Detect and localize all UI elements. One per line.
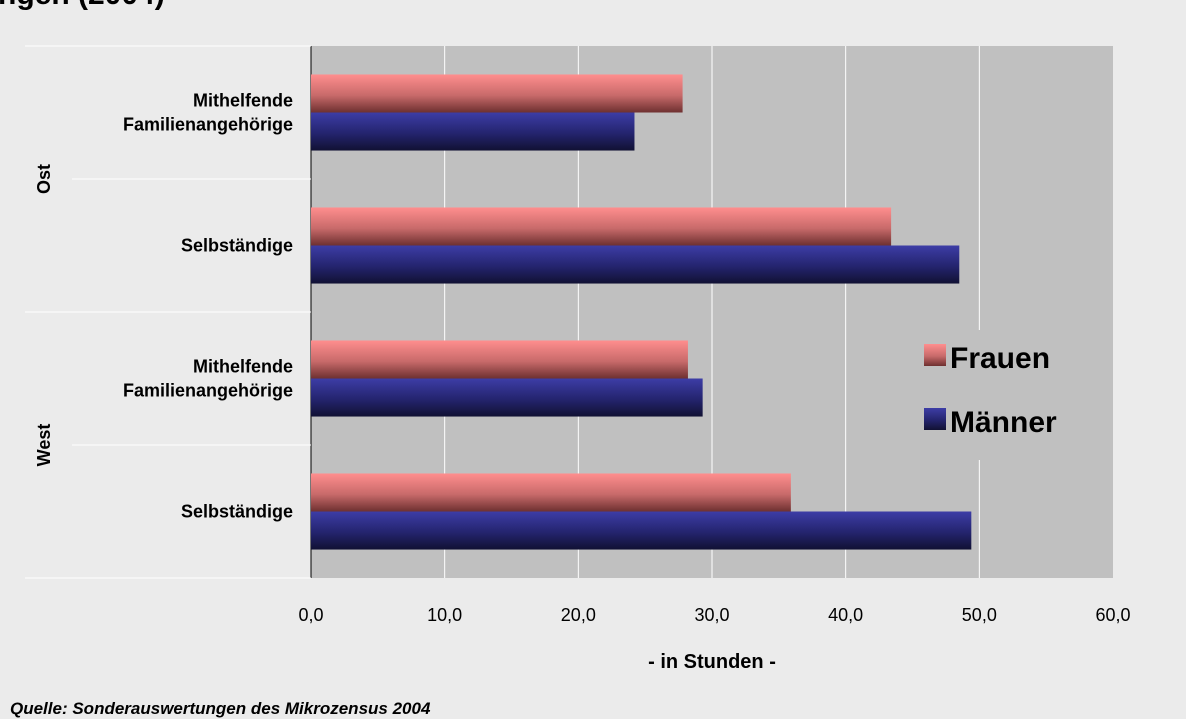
x-tick-label: 60,0 bbox=[1095, 605, 1130, 625]
x-tick-label: 0,0 bbox=[298, 605, 323, 625]
bar-maenner bbox=[311, 112, 635, 151]
group-label: West bbox=[34, 424, 54, 467]
category-label: Familienangehörige bbox=[123, 115, 293, 135]
group-label: Ost bbox=[34, 164, 54, 194]
bar-maenner bbox=[311, 245, 960, 284]
bar-frauen bbox=[311, 473, 791, 512]
category-label: Selbständige bbox=[181, 236, 293, 256]
bar-frauen bbox=[311, 74, 683, 113]
category-label: Selbständige bbox=[181, 502, 293, 522]
bar-maenner bbox=[311, 378, 703, 417]
category-label: Familienangehörige bbox=[123, 381, 293, 401]
legend-label: Männer bbox=[950, 406, 1057, 439]
x-tick-label: 20,0 bbox=[561, 605, 596, 625]
chart-title-fragment: ngen (2004) bbox=[0, 0, 165, 12]
x-tick-label: 30,0 bbox=[694, 605, 729, 625]
x-axis-title: - in Stunden - bbox=[648, 651, 776, 673]
legend-swatch bbox=[924, 408, 946, 430]
category-label: Mithelfende bbox=[193, 91, 293, 111]
bar-maenner bbox=[311, 511, 972, 550]
legend-swatch bbox=[924, 344, 946, 366]
bar-frauen bbox=[311, 207, 892, 246]
bar-frauen bbox=[311, 340, 688, 379]
x-tick-label: 10,0 bbox=[427, 605, 462, 625]
source-note: Quelle: Sonderauswertungen des Mikrozens… bbox=[10, 699, 431, 718]
legend-label: Frauen bbox=[950, 342, 1050, 375]
x-tick-label: 50,0 bbox=[962, 605, 997, 625]
x-tick-label: 40,0 bbox=[828, 605, 863, 625]
category-label: Mithelfende bbox=[193, 357, 293, 377]
